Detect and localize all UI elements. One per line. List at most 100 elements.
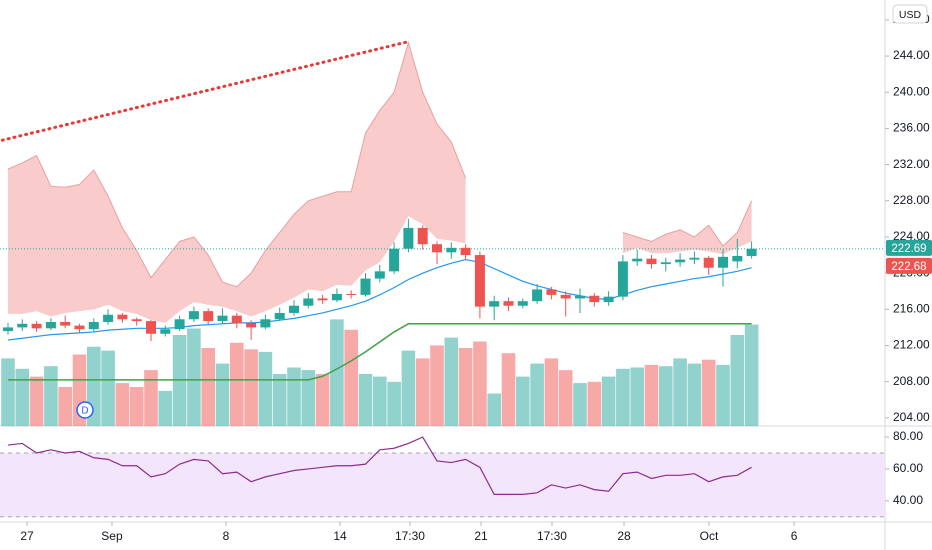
- volume-bar: [544, 358, 559, 426]
- volume-bar: [230, 342, 244, 426]
- candle-body: [703, 257, 714, 268]
- volume-bar: [244, 349, 258, 426]
- volume-bar: [44, 366, 58, 426]
- rsi-band-fill: [0, 453, 885, 517]
- candle-body: [60, 321, 71, 326]
- candle-body: [374, 271, 385, 279]
- candle-body: [246, 322, 257, 328]
- candle-body: [689, 257, 700, 260]
- volume-bar: [601, 376, 616, 426]
- x-tick-label: Oct: [700, 529, 719, 543]
- candle-body: [675, 259, 686, 263]
- candle-body: [646, 258, 657, 265]
- volume-bar: [616, 368, 630, 426]
- volume-bar: [430, 345, 444, 426]
- volume-bar: [315, 374, 330, 426]
- main-pane: D: [0, 40, 885, 426]
- y-tick-label: 244.00: [893, 48, 930, 62]
- x-tick-label: 27: [20, 529, 34, 543]
- x-tick-label: 17:30: [395, 529, 425, 543]
- axes: 204.00208.00212.00216.00220.00224.00228.…: [20, 12, 930, 543]
- candle-body: [331, 293, 342, 301]
- candle-body: [217, 315, 228, 322]
- price-label: 222.68: [891, 261, 926, 273]
- volume-bar: [272, 374, 287, 426]
- candle-body: [174, 319, 185, 330]
- volume-bar: [501, 353, 516, 426]
- candle-body: [489, 301, 500, 307]
- volume-bar: [373, 376, 387, 426]
- overlay: 222.69 222.68 USD: [886, 4, 932, 274]
- candle-body: [131, 319, 142, 322]
- candle-body: [260, 319, 271, 328]
- candle-body: [589, 295, 600, 303]
- price-label: 222.69: [891, 243, 926, 255]
- volume-bar: [301, 370, 316, 426]
- volume-bar: [258, 351, 273, 426]
- y-tick-label: 208.00: [893, 374, 930, 388]
- y-tick-label: 224.00: [893, 229, 930, 243]
- candle-body: [732, 255, 743, 262]
- volume-bar: [630, 367, 644, 426]
- volume-bar: [15, 368, 30, 426]
- y-tick-label: 240.00: [893, 84, 930, 98]
- rsi-line: [7, 436, 752, 496]
- volume-bar: [730, 335, 745, 426]
- volume-bar: [487, 393, 501, 426]
- y-tick-label: 212.00: [893, 338, 930, 352]
- candle-body: [103, 314, 114, 322]
- candle-body: [346, 293, 357, 295]
- y-tick-label: 204.00: [893, 410, 930, 424]
- band-upper: [7, 40, 753, 288]
- candle-body: [560, 294, 571, 299]
- candle-body: [188, 311, 199, 320]
- candle-body: [31, 323, 42, 329]
- volume-bar: [644, 364, 659, 426]
- event-badge: [76, 401, 94, 419]
- candle-body: [746, 248, 757, 256]
- volume-bar: [115, 383, 130, 426]
- candle-body: [274, 312, 285, 320]
- candle-body: [660, 262, 671, 265]
- volume-bar: [158, 390, 173, 426]
- candle-body: [575, 295, 585, 299]
- candle-body: [460, 247, 471, 256]
- y-tick-label: 236.00: [893, 121, 930, 135]
- volume-bar: [129, 387, 144, 426]
- x-tick-label: 8: [223, 529, 230, 543]
- level-line: [8, 323, 752, 381]
- candle-body: [403, 227, 414, 249]
- candle-body: [517, 301, 528, 306]
- candle-body: [389, 248, 400, 272]
- volume-bar: [573, 383, 587, 426]
- candle-body: [17, 323, 28, 328]
- trendline: [0, 40, 410, 142]
- candle-body: [532, 289, 543, 302]
- volume-bar: [29, 376, 44, 426]
- candle-body: [360, 278, 371, 295]
- candle-body: [117, 314, 128, 320]
- volume-bar: [187, 328, 201, 426]
- volume-bar: [516, 376, 530, 426]
- event-badge-label: D: [81, 406, 88, 417]
- volume-bar: [330, 319, 344, 426]
- volume-bar: [659, 366, 673, 426]
- x-tick-label: Sep: [101, 529, 123, 543]
- volume-bar: [344, 329, 358, 426]
- volume-bar: [587, 381, 602, 426]
- candle-body: [546, 289, 557, 295]
- volume-bar: [1, 358, 15, 426]
- rsi-pane: [0, 436, 885, 518]
- rsi-tick-label: 40.00: [893, 493, 923, 507]
- candle-body: [503, 301, 514, 306]
- x-tick-label: 6: [791, 529, 798, 543]
- y-tick-label: 216.00: [893, 301, 930, 315]
- candle-body: [88, 321, 99, 330]
- band-fill: [8, 42, 466, 323]
- candle-body: [203, 311, 214, 322]
- price-label-box: [886, 239, 932, 256]
- x-tick-label: 28: [617, 529, 631, 543]
- candle-body: [617, 261, 628, 297]
- volume-bar: [201, 348, 215, 426]
